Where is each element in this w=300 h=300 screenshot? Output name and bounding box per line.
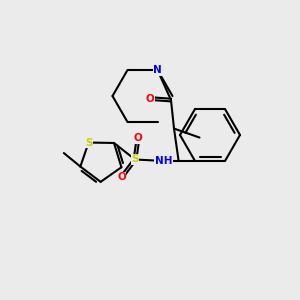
Text: O: O	[146, 94, 154, 103]
Text: S: S	[131, 154, 139, 164]
Text: O: O	[117, 172, 126, 182]
Text: N: N	[153, 65, 162, 75]
Text: O: O	[134, 134, 142, 143]
Text: S: S	[85, 137, 92, 148]
Text: NH: NH	[155, 156, 172, 166]
